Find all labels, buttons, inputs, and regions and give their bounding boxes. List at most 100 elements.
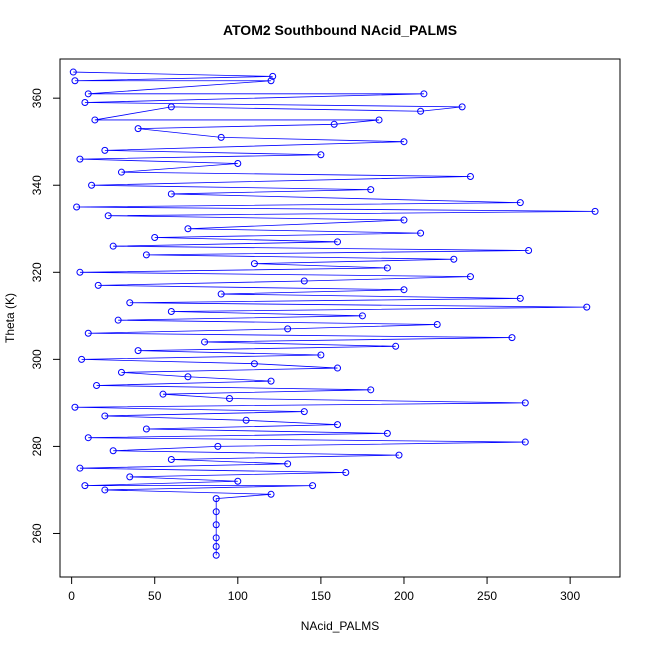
data-point xyxy=(114,316,122,324)
series-points xyxy=(69,68,599,559)
data-point xyxy=(284,325,292,333)
data-point xyxy=(91,116,99,124)
data-point xyxy=(234,477,242,485)
data-point xyxy=(330,120,338,128)
data-point xyxy=(284,460,292,468)
y-axis: 260 280 300 320 340 360 xyxy=(30,88,61,543)
x-tick-label: 150 xyxy=(311,589,331,603)
data-point xyxy=(420,90,428,98)
data-point xyxy=(88,181,96,189)
data-point xyxy=(466,173,474,181)
x-tick-label: 50 xyxy=(148,589,162,603)
data-point xyxy=(417,229,425,237)
data-point xyxy=(94,281,102,289)
data-point xyxy=(81,482,89,490)
data-point xyxy=(81,99,89,107)
data-point xyxy=(142,251,150,259)
x-tick-label: 0 xyxy=(68,589,75,603)
data-point xyxy=(334,238,342,246)
data-point xyxy=(317,151,325,159)
plot-frame xyxy=(59,58,621,578)
data-point xyxy=(516,199,524,207)
data-point xyxy=(76,155,84,163)
data-point xyxy=(101,486,109,494)
y-tick-label: 340 xyxy=(30,175,44,195)
data-point xyxy=(134,347,142,355)
data-point xyxy=(450,255,458,263)
data-point xyxy=(109,447,117,455)
data-point xyxy=(508,334,516,342)
data-point xyxy=(117,168,125,176)
data-point xyxy=(109,242,117,250)
data-point xyxy=(267,377,275,385)
data-point xyxy=(71,77,79,85)
y-tick-label: 260 xyxy=(30,523,44,543)
data-point xyxy=(84,90,92,98)
data-point xyxy=(167,103,175,111)
data-point xyxy=(516,294,524,302)
data-point xyxy=(212,534,220,542)
chart-title: ATOM2 Southbound NAcid_PALMS xyxy=(223,22,457,38)
data-point xyxy=(117,368,125,376)
data-point xyxy=(383,429,391,437)
data-point xyxy=(76,464,84,472)
data-point xyxy=(395,451,403,459)
series-line xyxy=(73,71,596,556)
data-point xyxy=(521,399,529,407)
data-point xyxy=(392,342,400,350)
y-axis-label: Theta (K) xyxy=(3,293,17,343)
data-point xyxy=(375,116,383,124)
data-point xyxy=(214,442,222,450)
data-point xyxy=(126,473,134,481)
series-lines xyxy=(73,71,596,556)
data-point xyxy=(212,543,220,551)
x-axis: 0 50 100 150 200 250 300 xyxy=(68,576,580,603)
data-point xyxy=(583,303,591,311)
data-point xyxy=(309,482,317,490)
data-point xyxy=(104,212,112,220)
data-point xyxy=(167,190,175,198)
data-point xyxy=(525,247,533,255)
data-point xyxy=(101,412,109,420)
y-tick-label: 360 xyxy=(30,88,44,108)
data-point xyxy=(334,421,342,429)
data-point xyxy=(383,264,391,272)
data-point xyxy=(269,72,277,80)
data-point xyxy=(300,277,308,285)
data-point xyxy=(400,286,408,294)
data-point xyxy=(234,159,242,167)
data-point xyxy=(267,77,275,85)
data-point xyxy=(334,364,342,372)
data-point xyxy=(521,438,529,446)
y-tick-label: 300 xyxy=(30,349,44,369)
data-point xyxy=(417,107,425,115)
data-point xyxy=(69,68,77,76)
x-tick-label: 300 xyxy=(560,589,580,603)
data-point xyxy=(201,338,209,346)
data-point xyxy=(212,551,220,559)
data-point xyxy=(400,216,408,224)
data-point xyxy=(76,268,84,276)
data-point xyxy=(73,203,81,211)
data-point xyxy=(78,355,86,363)
data-point xyxy=(142,425,150,433)
data-point xyxy=(367,186,375,194)
x-tick-label: 200 xyxy=(394,589,414,603)
data-point xyxy=(217,290,225,298)
data-point xyxy=(267,490,275,498)
data-point xyxy=(151,233,159,241)
x-tick-label: 250 xyxy=(477,589,497,603)
data-point xyxy=(217,133,225,141)
data-point xyxy=(242,416,250,424)
data-point xyxy=(84,434,92,442)
x-axis-label: NAcid_PALMS xyxy=(301,619,379,633)
data-point xyxy=(400,138,408,146)
data-point xyxy=(212,508,220,516)
data-point xyxy=(367,386,375,394)
data-point xyxy=(159,390,167,398)
data-point xyxy=(212,521,220,529)
data-point xyxy=(250,260,258,268)
data-point xyxy=(184,373,192,381)
data-point xyxy=(212,495,220,503)
data-point xyxy=(250,360,258,368)
